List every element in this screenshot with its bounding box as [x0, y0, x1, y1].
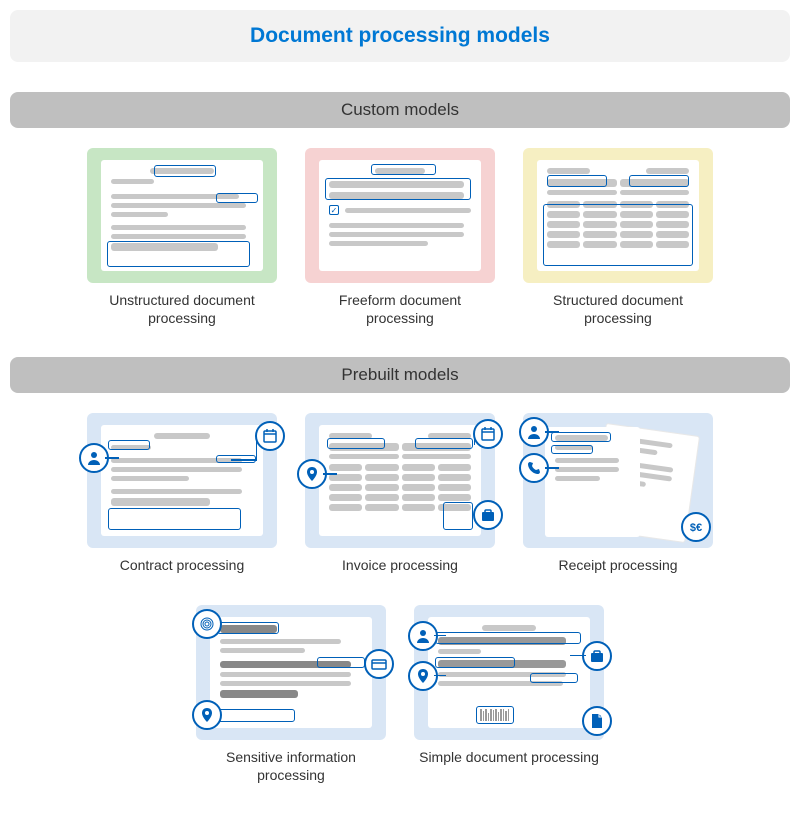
card-sensitive: Sensitive information processing — [196, 605, 386, 784]
document-icon — [582, 706, 612, 736]
card-label: Unstructured document processing — [87, 291, 277, 327]
card-contract: Contract processing — [87, 413, 277, 574]
card-label: Contract processing — [120, 556, 245, 574]
card-label: Freeform document processing — [305, 291, 495, 327]
custom-models-header: Custom models — [10, 92, 790, 128]
card-label: Invoice processing — [342, 556, 458, 574]
briefcase-icon — [582, 641, 612, 671]
barcode-icon — [480, 709, 509, 721]
custom-models-row: Unstructured document processing ✓ Freef… — [10, 148, 790, 327]
card-label: Structured document processing — [523, 291, 713, 327]
card-simple: Simple document processing — [414, 605, 604, 784]
card-freeform: ✓ Freeform document processing — [305, 148, 495, 327]
card-invoice: Invoice processing — [305, 413, 495, 574]
card-label: Sensitive information processing — [196, 748, 386, 784]
creditcard-icon — [364, 649, 394, 679]
card-structured: Structured document processing — [523, 148, 713, 327]
prebuilt-row-1: Contract processing — [10, 413, 790, 574]
card-label: Receipt processing — [558, 556, 677, 574]
calendar-icon — [473, 419, 503, 449]
fingerprint-icon — [192, 609, 222, 639]
calendar-icon — [255, 421, 285, 451]
card-receipt: Receipt processing — [523, 413, 713, 574]
main-title-banner: Document processing models — [10, 10, 790, 62]
card-unstructured: Unstructured document processing — [87, 148, 277, 327]
prebuilt-models-header: Prebuilt models — [10, 357, 790, 393]
card-label: Simple document processing — [419, 748, 599, 766]
currency-icon — [681, 512, 711, 542]
location-icon — [192, 700, 222, 730]
prebuilt-row-2: Sensitive information processing — [10, 605, 790, 784]
briefcase-icon — [473, 500, 503, 530]
